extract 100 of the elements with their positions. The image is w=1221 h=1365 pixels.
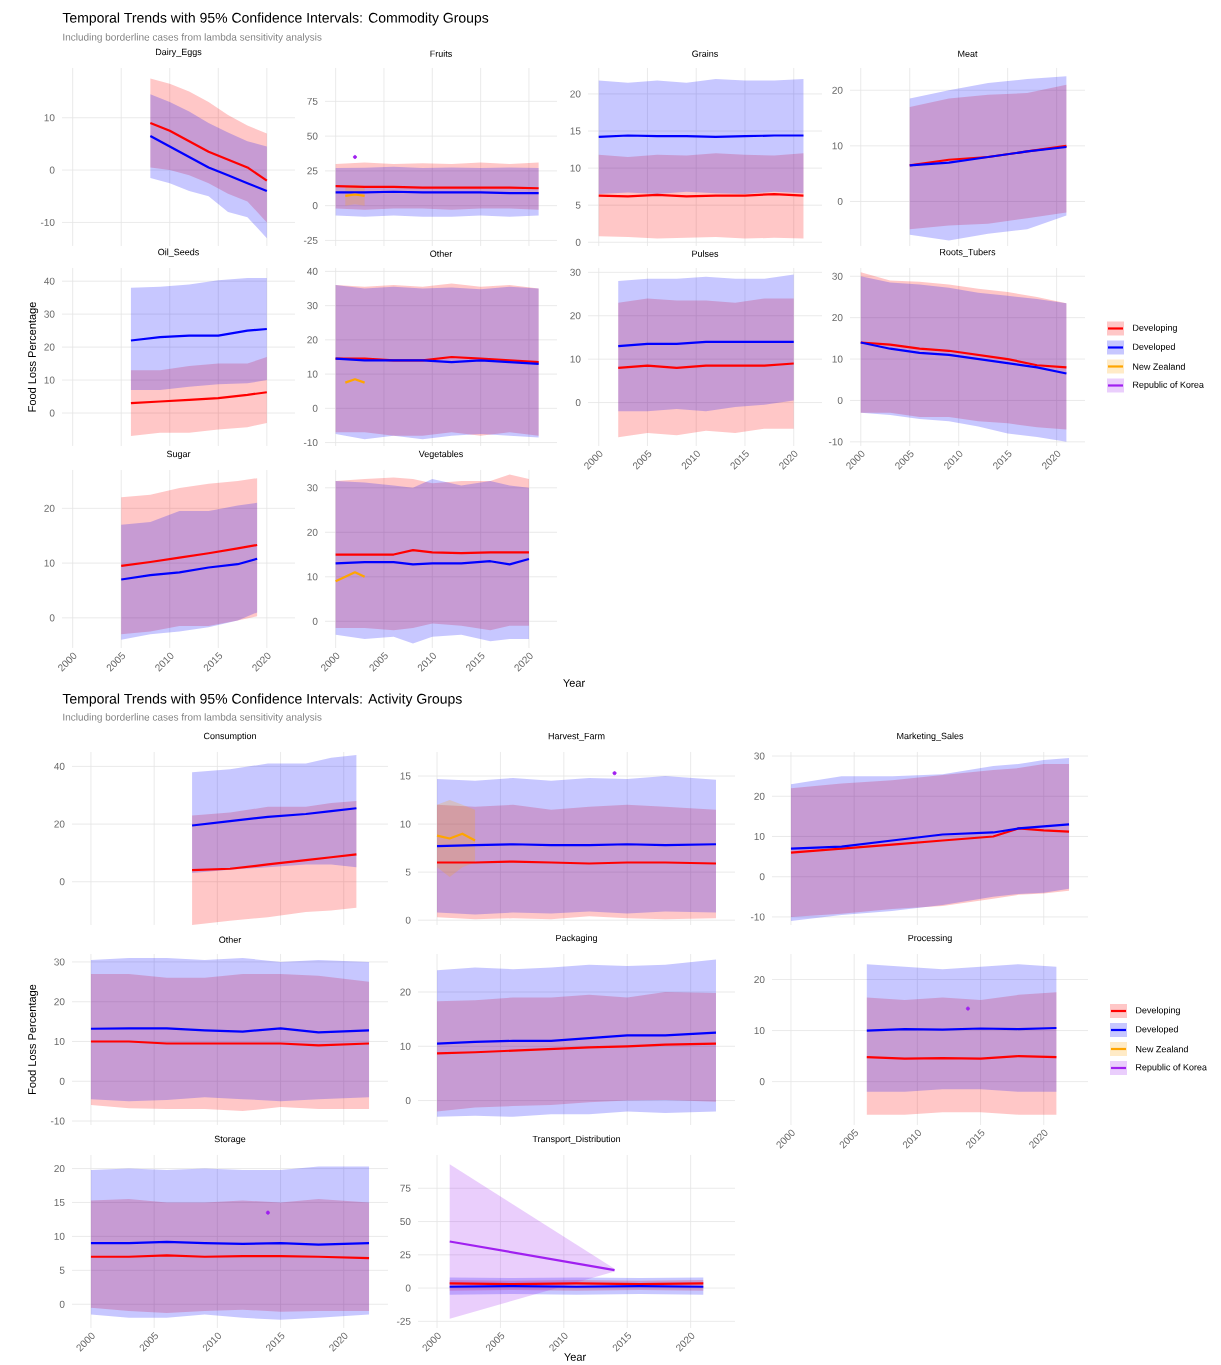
y-tick-label: 20 bbox=[54, 998, 65, 1006]
chart-title: Oil_Seeds bbox=[158, 248, 199, 257]
y-tick-label: 5 bbox=[405, 868, 411, 876]
chart-title: Other bbox=[430, 250, 453, 257]
legend-label: Republic of Korea bbox=[1136, 1063, 1207, 1073]
y-tick-label: 20 bbox=[44, 343, 55, 351]
legend-label: Developing bbox=[1136, 1006, 1180, 1016]
y-tick-label: -10 bbox=[50, 1117, 65, 1125]
y-tick-label: 0 bbox=[59, 1300, 65, 1308]
y-tick-label: 0 bbox=[759, 1078, 765, 1086]
y-tick-label: 10 bbox=[307, 370, 318, 378]
y-tick-label: 20 bbox=[54, 820, 65, 828]
y-tick-label: 20 bbox=[54, 1165, 65, 1173]
text: Including borderline cases from lambda sensitivity analysis bbox=[63, 713, 322, 723]
line-series bbox=[190, 807, 358, 827]
y-tick-label: 10 bbox=[832, 142, 843, 150]
y-axis-title: Food Loss Percentage bbox=[27, 984, 39, 1094]
legend-label: Developing bbox=[1133, 324, 1177, 333]
y-tick-label: 0 bbox=[837, 197, 843, 206]
y-tick-label: 10 bbox=[44, 559, 55, 567]
chart-title: Marketing_Sales bbox=[897, 732, 964, 741]
y-tick-label: -10 bbox=[828, 438, 843, 446]
y-tick-label: 0 bbox=[312, 202, 318, 210]
text: Temporal Trends with 95% Confidence Intervals: Activity Groups bbox=[62, 693, 462, 707]
y-tick-label: 20 bbox=[400, 988, 411, 996]
y-tick-label: 10 bbox=[44, 376, 55, 384]
y-tick-label: 0 bbox=[49, 614, 55, 622]
y-tick-label: 40 bbox=[44, 277, 55, 285]
line-series bbox=[435, 832, 477, 842]
y-tick-label: 10 bbox=[754, 1027, 765, 1035]
chart-title: Pulses bbox=[692, 250, 719, 257]
chart-title: Other bbox=[219, 936, 242, 943]
y-tick-label: 20 bbox=[570, 312, 581, 320]
line-series bbox=[435, 1031, 718, 1045]
y-tick-label: -25 bbox=[396, 1317, 411, 1325]
legend-label: New Zealand bbox=[1136, 1045, 1188, 1053]
y-tick-label: -10 bbox=[750, 913, 765, 921]
y-tick-label: 10 bbox=[400, 1042, 411, 1050]
y-tick-label: 20 bbox=[307, 336, 318, 344]
legend-label: Developed bbox=[1136, 1025, 1178, 1035]
y-tick-label: 75 bbox=[400, 1184, 411, 1192]
line-series bbox=[120, 543, 259, 567]
chart-title: Processing bbox=[908, 934, 952, 943]
y-tick-label: 25 bbox=[400, 1251, 411, 1259]
chart-title: Transport_Distribution bbox=[532, 1135, 621, 1144]
y-tick-label: 10 bbox=[400, 820, 411, 828]
chart-title: Storage bbox=[214, 1135, 246, 1144]
y-tick-label: 10 bbox=[44, 114, 55, 122]
y-tick-label: 10 bbox=[54, 1232, 65, 1240]
y-tick-label: 0 bbox=[405, 916, 411, 924]
y-tick-label: 0 bbox=[312, 617, 318, 625]
y-tick-label: 30 bbox=[754, 752, 765, 760]
y-tick-label: 0 bbox=[405, 1097, 411, 1105]
chart-title: Fruits bbox=[430, 50, 452, 57]
text: Temporal Trends with 95% Confidence Intervals: Commodity Groups bbox=[62, 12, 489, 26]
y-tick-label: 20 bbox=[832, 86, 843, 94]
y-tick-label: 15 bbox=[54, 1199, 65, 1206]
y-tick-label: 75 bbox=[307, 97, 318, 105]
y-tick-label: 0 bbox=[575, 399, 581, 407]
line-series bbox=[129, 391, 268, 405]
y-tick-label: 0 bbox=[59, 878, 65, 886]
y-tick-label: 25 bbox=[307, 167, 318, 175]
y-tick-label: -10 bbox=[303, 439, 318, 447]
y-tick-label: 0 bbox=[575, 238, 581, 246]
y-tick-label: 10 bbox=[570, 355, 581, 363]
legend-label: Developed bbox=[1133, 343, 1175, 352]
y-tick-label: 10 bbox=[754, 832, 765, 841]
y-tick-label: 30 bbox=[832, 272, 843, 280]
y-tick-label: -25 bbox=[303, 236, 318, 244]
line-series bbox=[190, 853, 358, 872]
y-tick-label: 40 bbox=[307, 267, 318, 275]
y-tick-label: 5 bbox=[59, 1266, 65, 1274]
chart-title: Consumption bbox=[203, 732, 256, 741]
chart-title: Dairy_Eggs bbox=[155, 48, 202, 57]
line-series bbox=[129, 327, 268, 342]
y-tick-label: 20 bbox=[307, 528, 318, 536]
y-tick-label: 20 bbox=[44, 504, 55, 512]
line-series bbox=[120, 557, 259, 581]
y-tick-label: 0 bbox=[405, 1284, 411, 1292]
y-tick-label: 50 bbox=[307, 132, 318, 140]
y-tick-label: 10 bbox=[570, 164, 581, 172]
y-tick-label: 5 bbox=[575, 201, 581, 209]
chart-title: Sugar bbox=[166, 450, 191, 459]
chart-title: Grains bbox=[692, 50, 718, 57]
y-tick-label: 0 bbox=[837, 396, 843, 404]
y-tick-label: 10 bbox=[307, 573, 318, 581]
y-tick-label: 20 bbox=[754, 792, 765, 800]
y-tick-label: 40 bbox=[54, 762, 65, 770]
y-tick-label: 10 bbox=[54, 1037, 65, 1046]
legend-label: New Zealand bbox=[1133, 363, 1185, 370]
y-tick-label: 30 bbox=[307, 484, 318, 492]
y-tick-label: 0 bbox=[759, 873, 765, 881]
y-tick-label: 0 bbox=[312, 404, 318, 412]
y-tick-label: 30 bbox=[44, 310, 55, 318]
y-tick-label: 30 bbox=[54, 958, 65, 966]
y-tick-label: 15 bbox=[570, 127, 581, 135]
y-tick-label: 20 bbox=[570, 90, 581, 98]
y-tick-label: -10 bbox=[40, 218, 55, 226]
y-tick-label: 0 bbox=[49, 409, 55, 417]
chart-title: Meat bbox=[958, 50, 978, 57]
